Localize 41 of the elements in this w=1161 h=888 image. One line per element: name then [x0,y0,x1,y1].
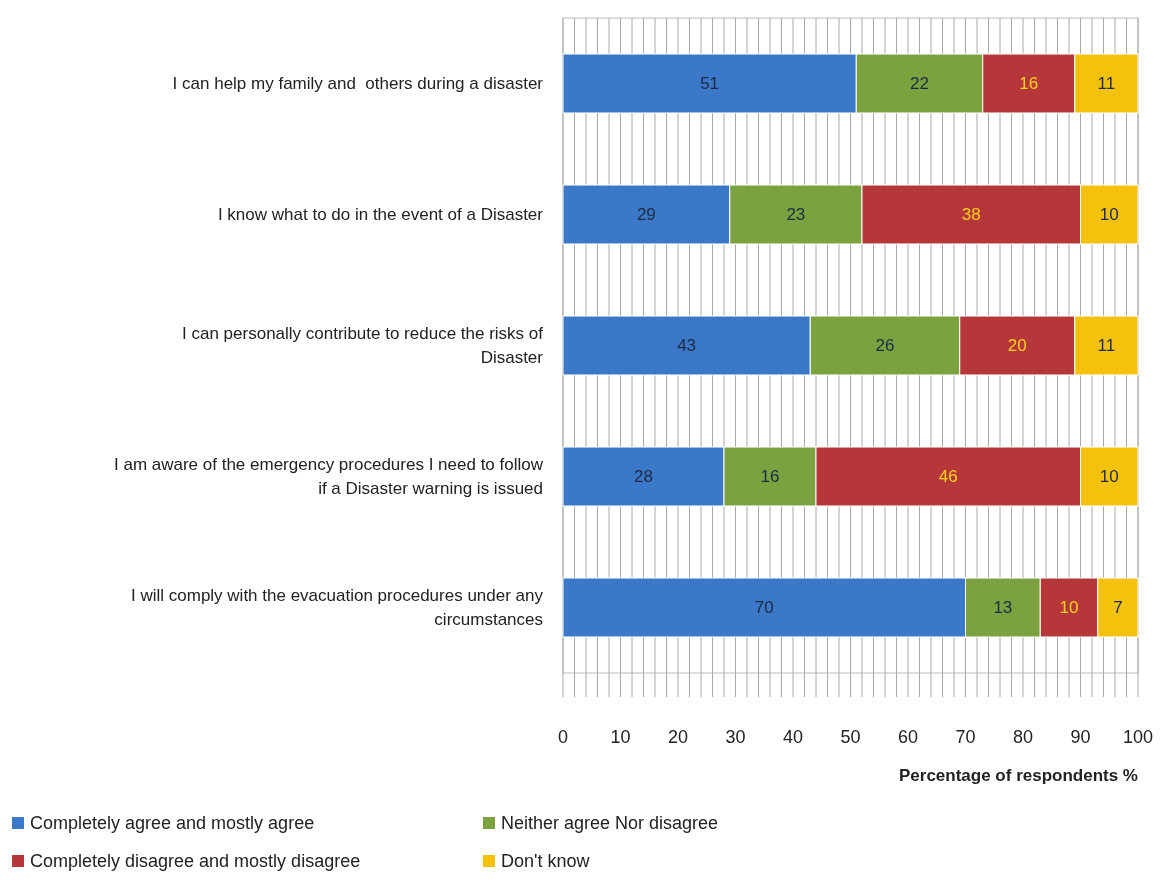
data-label: 38 [961,205,981,225]
data-label: 11 [1097,74,1116,94]
x-tick-label: 40 [782,727,804,747]
legend-label: Completely agree and mostly agree [30,813,315,834]
legend-label: Neither agree Nor disagree [501,813,719,834]
data-label: 10 [1099,205,1119,225]
data-label: 10 [1059,598,1079,618]
x-tick-label: 100 [1122,727,1154,747]
data-label: 13 [993,598,1013,618]
data-label: 10 [1099,467,1119,487]
x-tick-label: 50 [840,727,861,747]
data-label: 16 [1019,74,1039,94]
x-tick-label: 0 [557,727,569,747]
data-label: 16 [760,467,780,487]
data-label: 46 [938,467,958,487]
x-tick-label: 10 [610,727,631,747]
data-label: 22 [910,74,929,94]
x-tick-label: 60 [897,727,919,747]
legend-label: Don't know [501,851,591,872]
data-label: 43 [677,336,697,356]
x-tick-label: 20 [667,727,689,747]
x-tick-label: 80 [1012,727,1034,747]
data-label: 70 [754,598,774,618]
y-tick-label: I know what to do in the event of a Disaster [217,205,544,225]
data-label: 51 [700,74,720,94]
y-tick-label: I am aware of the emergency procedures I need to follow if a Disaster warning is issued [113,455,544,499]
data-label: 23 [786,205,806,225]
data-label: 7 [1113,598,1123,618]
x-tick-label: 70 [955,727,976,747]
data-label: 26 [875,336,895,356]
x-axis-title: Percentage of respondents % [898,766,1138,785]
y-tick-label: I can help my family and others during a disaster [172,74,544,94]
y-tick-label: I can personally contribute to reduce the risks of Disaster [182,324,544,368]
legend-label: Completely disagree and mostly disagree [30,851,361,872]
data-label: 11 [1097,336,1116,356]
x-tick-label: 90 [1070,727,1091,747]
data-label: 28 [634,467,653,487]
data-label: 29 [636,205,656,225]
data-label: 20 [1007,336,1027,356]
y-tick-label: I will comply with the evacuation procedures under any circumstances [131,586,544,630]
x-tick-label: 30 [725,727,746,747]
